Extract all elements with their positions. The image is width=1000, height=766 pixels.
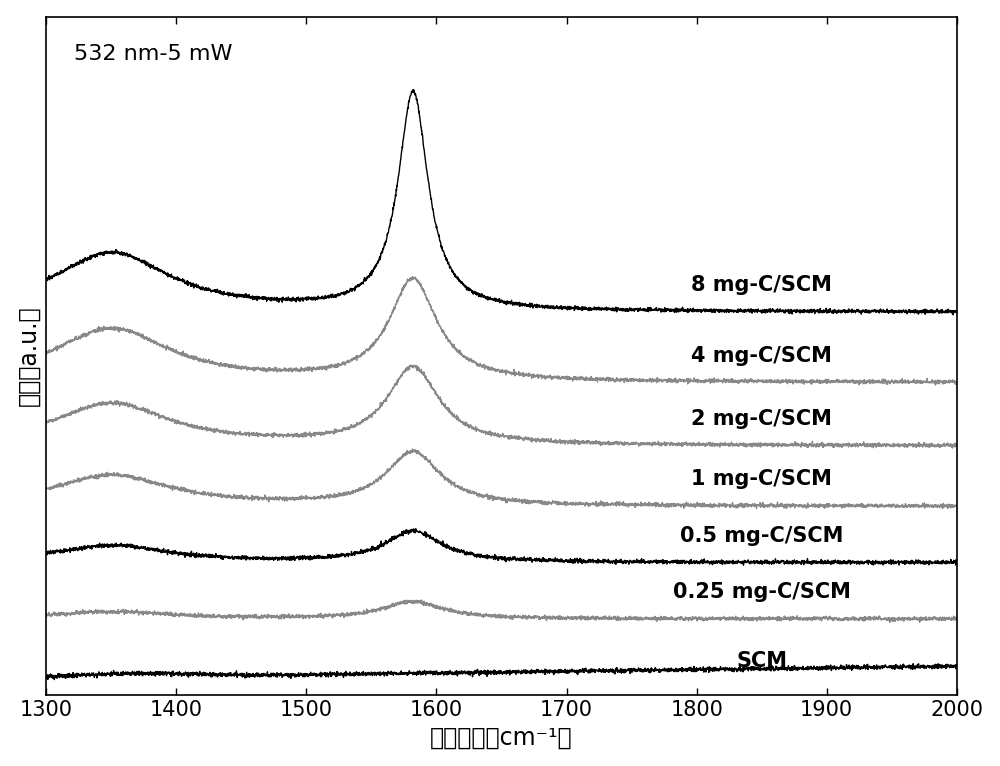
Text: 0.5 mg-C/SCM: 0.5 mg-C/SCM [680, 525, 843, 545]
Text: 8 mg-C/SCM: 8 mg-C/SCM [691, 275, 832, 295]
Y-axis label: 强度（a.u.）: 强度（a.u.） [17, 306, 41, 406]
Text: 4 mg-C/SCM: 4 mg-C/SCM [691, 345, 832, 365]
X-axis label: 拉曼位移（cm⁻¹）: 拉曼位移（cm⁻¹） [430, 725, 573, 749]
Text: 2 mg-C/SCM: 2 mg-C/SCM [691, 409, 832, 429]
Text: 0.25 mg-C/SCM: 0.25 mg-C/SCM [673, 582, 851, 602]
Text: 532 nm-5 mW: 532 nm-5 mW [74, 44, 232, 64]
Text: 1 mg-C/SCM: 1 mg-C/SCM [691, 470, 832, 489]
Text: SCM: SCM [736, 651, 787, 671]
